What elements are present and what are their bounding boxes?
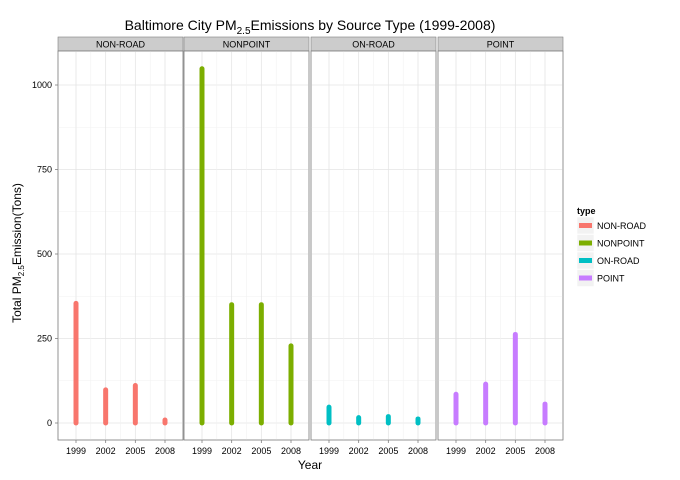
y-axis-label-prefix: Total PM <box>10 276 24 323</box>
x-tick-label: 2008 <box>155 446 175 456</box>
legend-item-label: ON-ROAD <box>597 256 640 266</box>
x-tick-label: 1999 <box>319 446 339 456</box>
chart-title-suffix: Emissions by Source Type (1999-2008) <box>251 17 496 33</box>
y-axis-label-suffix: Emission(Tons) <box>10 183 24 265</box>
x-tick-label: 2008 <box>408 446 428 456</box>
y-axis-label-subscript: 2.5 <box>17 265 26 277</box>
facet-border <box>310 50 437 441</box>
facet-panel-point: POINT 1999 2002 2005 2008 <box>437 36 564 456</box>
x-tick-label: 2002 <box>96 446 116 456</box>
x-tick-label: 2005 <box>505 446 525 456</box>
facet-panel-on-road: ON-ROAD 1999 2002 2005 2008 <box>310 36 437 456</box>
x-tick-label: 2008 <box>281 446 301 456</box>
chart-title-subscript: 2.5 <box>237 26 251 37</box>
y-axis-label: Total PM2.5Emission(Tons) <box>10 183 26 323</box>
x-tick-label: 2008 <box>535 446 555 456</box>
y-tick-label: 250 <box>37 334 52 344</box>
x-tick-label: 2002 <box>222 446 242 456</box>
x-tick-label: 1999 <box>446 446 466 456</box>
x-tick-label: 2005 <box>378 446 398 456</box>
legend-item-non-road: NON-ROAD <box>576 216 646 235</box>
legend-title: type <box>577 206 596 216</box>
legend: type NON-ROAD NONPOINT ON-ROAD POINT <box>576 206 646 287</box>
facet-border <box>57 50 184 441</box>
x-tick-label: 1999 <box>66 446 86 456</box>
facet-strip-label: ON-ROAD <box>352 40 395 50</box>
x-axis-label: Year <box>298 458 322 472</box>
y-tick-label: 500 <box>37 249 52 259</box>
legend-item-point: POINT <box>576 269 625 287</box>
legend-item-label: POINT <box>597 274 625 284</box>
y-tick-label: 0 <box>47 418 52 428</box>
facet-border <box>437 50 564 441</box>
facet-panels: NON-ROAD 1999 2002 2005 2008 NONPOINT 1999 2002… <box>57 36 564 456</box>
facet-strip-label: NONPOINT <box>223 40 271 50</box>
facet-border <box>183 50 310 441</box>
chart-title: Baltimore City PM2.5Emissions by Source … <box>125 17 496 37</box>
chart-title-prefix: Baltimore City PM <box>125 17 237 33</box>
facet-panel-nonpoint: NONPOINT 1999 2002 2005 2008 <box>183 36 310 456</box>
y-tick-label: 750 <box>37 165 52 175</box>
x-tick-label: 2002 <box>476 446 496 456</box>
y-tick-label: 1000 <box>32 80 52 90</box>
x-tick-label: 2005 <box>125 446 145 456</box>
facet-panel-non-road: NON-ROAD 1999 2002 2005 2008 <box>57 36 184 456</box>
x-tick-label: 2002 <box>349 446 369 456</box>
facet-strip-label: NON-ROAD <box>96 40 145 50</box>
y-axis: 0 250 500 750 1000 <box>32 80 58 428</box>
legend-item-on-road: ON-ROAD <box>576 251 640 270</box>
x-tick-label: 2005 <box>251 446 271 456</box>
legend-item-label: NONPOINT <box>597 239 645 249</box>
legend-item-nonpoint: NONPOINT <box>576 234 645 252</box>
legend-item-label: NON-ROAD <box>597 221 646 231</box>
x-tick-label: 1999 <box>192 446 212 456</box>
facet-strip-label: POINT <box>487 40 515 50</box>
